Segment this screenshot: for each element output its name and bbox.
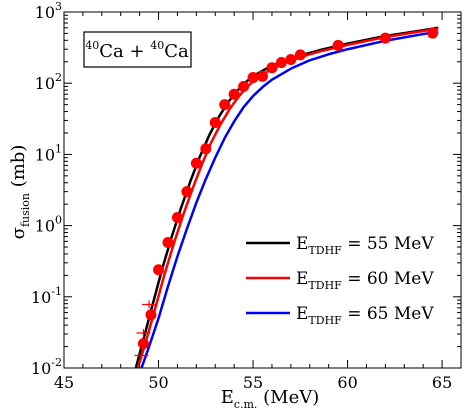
experimental-point [209,117,221,129]
experimental-point [257,70,268,82]
x-tick-label-45: 45 [54,373,74,392]
experimental-point [153,264,165,276]
legend-label-55: ETDHF = 55 MeV [296,234,434,257]
experimental-point [266,62,278,74]
legend-entry-65: ETDHF = 65 MeV [246,304,434,327]
x-tick-label-50: 50 [148,373,168,392]
x-tick-label-55: 55 [243,373,263,392]
y-tick-labels: 10-2 10-1 100 101 102 103 [31,0,62,378]
legend-label-60: ETDHF = 60 MeV [296,269,434,292]
x-tick-labels: 45 50 55 60 65 [54,373,452,392]
legend-entry-60: ETDHF = 60 MeV [246,269,434,292]
y-tick-label-neg1: 10-1 [31,285,62,307]
legend-entry-55: ETDHF = 55 MeV [246,234,434,257]
experimental-point [427,27,439,39]
experimental-point [171,211,183,223]
y-tick-label-0: 100 [35,214,62,236]
experimental-point [275,57,287,69]
y-tick-label-neg2: 10-2 [31,356,62,378]
experimental-point [219,99,231,111]
reaction-annotation: 40Ca + 40Ca [83,31,192,68]
ticks-layer [63,11,462,369]
legend-label-65: ETDHF = 65 MeV [296,304,434,327]
experimental-point [181,186,193,198]
x-axis-title: Ec.m. (MeV) [221,387,320,411]
experimental-point [247,72,259,84]
experimental-point [332,39,344,51]
experimental-point [162,236,174,248]
experimental-point [294,49,306,61]
experimental-point [238,80,250,92]
y-tick-label-3: 103 [35,0,62,22]
y-tick-label-1: 101 [35,142,62,164]
y-axis-title: σfusion (mb) [8,145,32,240]
plot-frame [63,11,462,369]
experimental-point [228,88,240,100]
reaction-annotation-text: 40Ca + 40Ca [85,39,189,62]
experimental-points-layer [134,27,439,360]
experimental-point [137,338,149,350]
y-tick-label-2: 102 [35,71,62,93]
experimental-point [200,143,212,155]
experimental-point [285,54,297,66]
legend: ETDHF = 55 MeV ETDHF = 60 MeV ETDHF = 65… [246,234,434,327]
x-tick-label-60: 60 [337,373,357,392]
experimental-point [145,309,157,321]
experimental-point [379,32,391,44]
series-line-1 [136,27,439,368]
experimental-point [190,157,202,169]
reaction-annotation-box [83,31,192,68]
x-tick-label-65: 65 [432,373,452,392]
series-line-2 [140,30,439,368]
